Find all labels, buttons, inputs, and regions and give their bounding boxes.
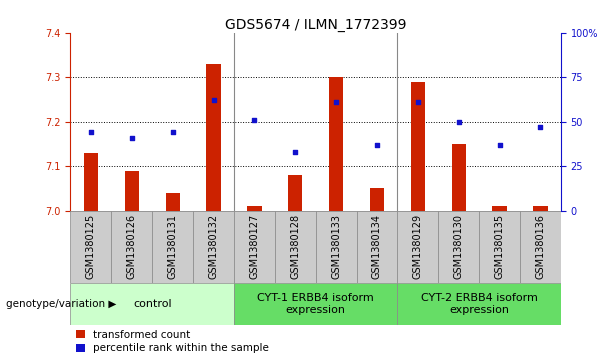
- Bar: [70, 211, 112, 283]
- Text: GSM1380134: GSM1380134: [372, 214, 382, 280]
- Point: [331, 99, 341, 105]
- Text: CYT-2 ERBB4 isoform
expression: CYT-2 ERBB4 isoform expression: [421, 293, 538, 315]
- Text: control: control: [133, 299, 172, 309]
- Bar: [112, 211, 152, 283]
- Bar: [438, 211, 479, 283]
- Text: GSM1380126: GSM1380126: [127, 214, 137, 280]
- Bar: [234, 283, 397, 325]
- Bar: [288, 175, 302, 211]
- Text: CYT-1 ERBB4 isoform
expression: CYT-1 ERBB4 isoform expression: [257, 293, 374, 315]
- Text: GSM1380129: GSM1380129: [413, 214, 423, 280]
- Bar: [370, 188, 384, 211]
- Text: GSM1380135: GSM1380135: [495, 214, 504, 280]
- Bar: [479, 211, 520, 283]
- Point: [168, 129, 178, 135]
- Text: GSM1380127: GSM1380127: [249, 214, 259, 280]
- Legend: transformed count, percentile rank within the sample: transformed count, percentile rank withi…: [75, 330, 269, 353]
- Bar: [357, 211, 397, 283]
- Text: GSM1380128: GSM1380128: [291, 214, 300, 280]
- Point: [372, 142, 382, 148]
- Text: GSM1380130: GSM1380130: [454, 214, 463, 280]
- Text: GSM1380131: GSM1380131: [168, 214, 178, 280]
- Bar: [70, 283, 234, 325]
- Bar: [234, 211, 275, 283]
- Point: [413, 99, 423, 105]
- Bar: [84, 153, 98, 211]
- Bar: [533, 206, 547, 211]
- Point: [536, 124, 546, 130]
- Point: [495, 142, 504, 148]
- Point: [127, 135, 137, 140]
- Bar: [411, 82, 425, 211]
- Bar: [207, 64, 221, 211]
- Text: GSM1380132: GSM1380132: [208, 214, 218, 280]
- Point: [86, 129, 96, 135]
- Point: [208, 97, 218, 103]
- Bar: [247, 206, 262, 211]
- Text: genotype/variation ▶: genotype/variation ▶: [6, 299, 116, 309]
- Bar: [329, 77, 343, 211]
- Bar: [452, 144, 466, 211]
- Bar: [152, 211, 193, 283]
- Point: [291, 149, 300, 155]
- Bar: [316, 211, 357, 283]
- Bar: [397, 211, 438, 283]
- Bar: [193, 211, 234, 283]
- Title: GDS5674 / ILMN_1772399: GDS5674 / ILMN_1772399: [225, 18, 406, 32]
- Text: GSM1380125: GSM1380125: [86, 214, 96, 280]
- Text: GSM1380133: GSM1380133: [331, 214, 341, 280]
- Point: [249, 117, 259, 123]
- Bar: [492, 206, 507, 211]
- Bar: [275, 211, 316, 283]
- Bar: [520, 211, 561, 283]
- Bar: [166, 193, 180, 211]
- Bar: [397, 283, 561, 325]
- Text: GSM1380136: GSM1380136: [536, 214, 546, 280]
- Point: [454, 119, 463, 125]
- Bar: [124, 171, 139, 211]
